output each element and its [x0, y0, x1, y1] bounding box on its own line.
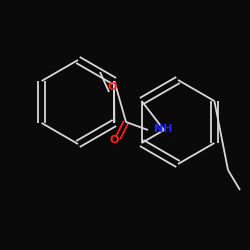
- Text: O: O: [109, 135, 119, 145]
- Text: NH: NH: [154, 124, 172, 134]
- Text: O: O: [107, 82, 117, 92]
